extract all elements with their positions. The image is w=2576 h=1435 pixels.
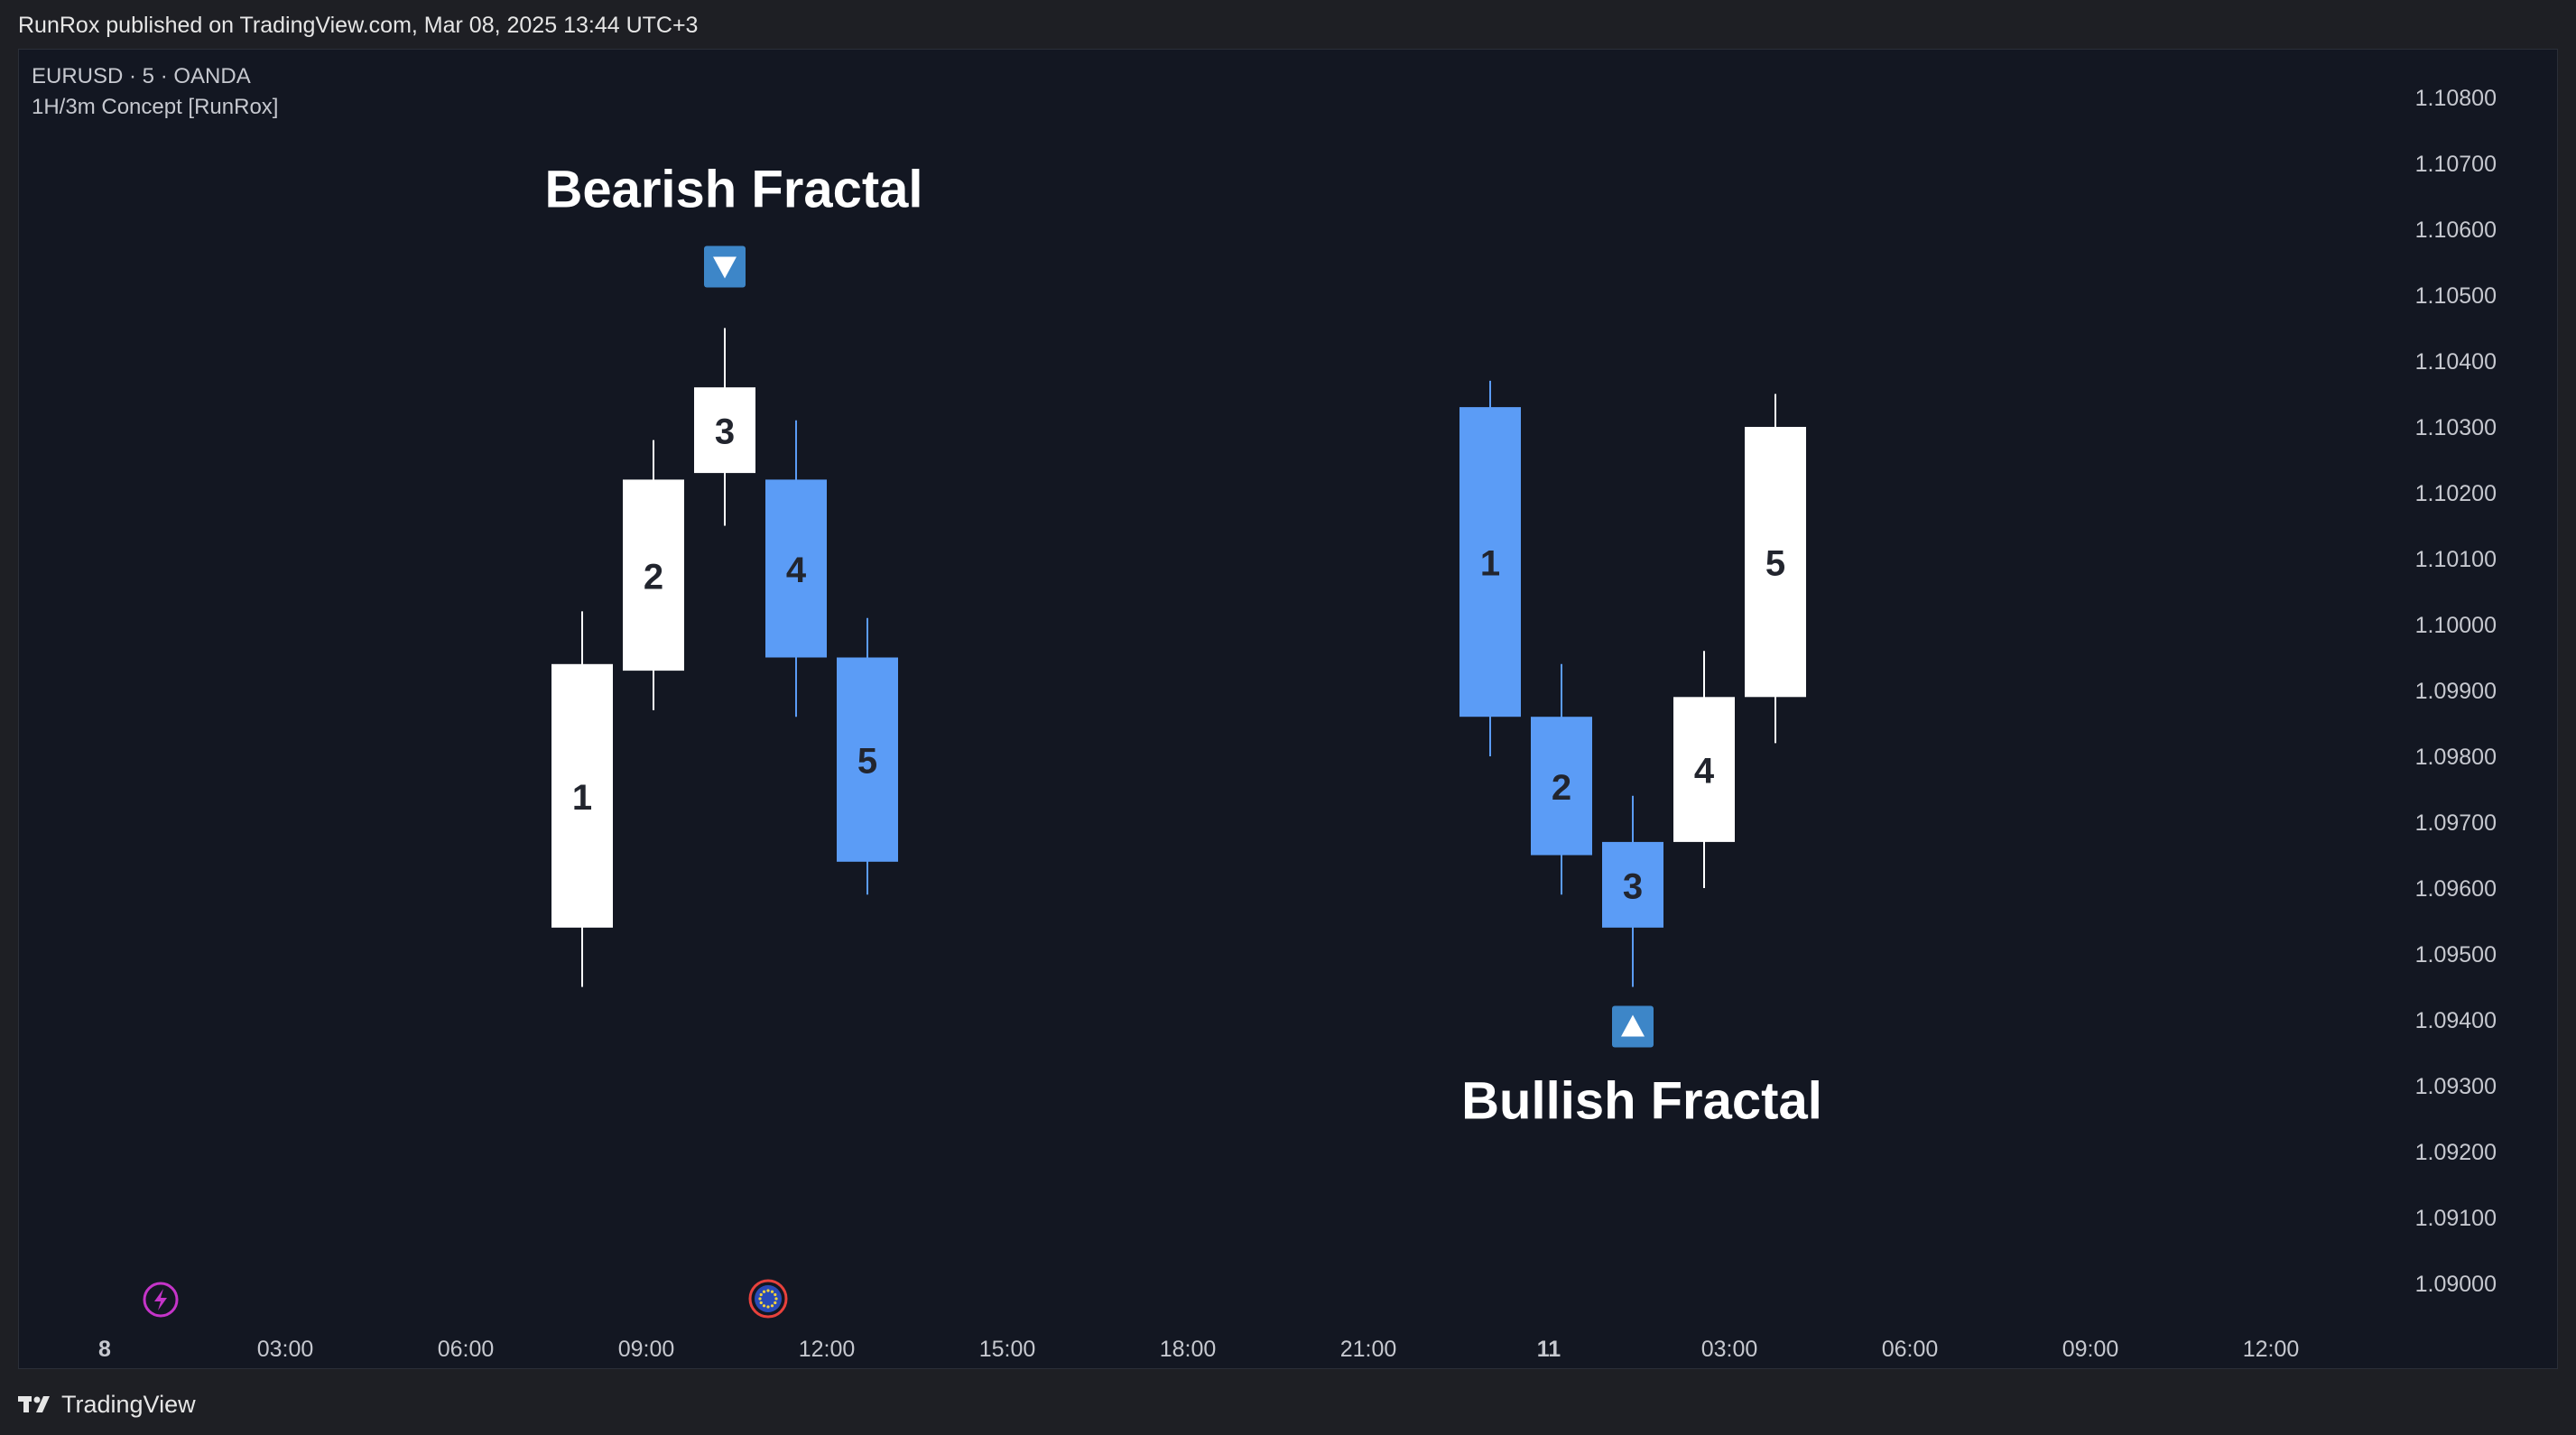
y-tick-label: 1.09800 [2415, 745, 2497, 770]
candle-body [837, 657, 898, 862]
candle-body [623, 479, 684, 671]
y-tick-label: 1.09400 [2415, 1008, 2497, 1033]
eu-flag-star [758, 1297, 762, 1301]
eu-flag-star [762, 1290, 766, 1293]
x-tick-label: 12:00 [799, 1337, 856, 1362]
y-tick-label: 1.10100 [2415, 547, 2497, 572]
x-tick-label: 18:00 [1160, 1337, 1217, 1362]
x-tick-label: 21:00 [1340, 1337, 1397, 1362]
candle-number-label: 2 [1552, 768, 1571, 808]
candle-number-label: 2 [644, 557, 663, 597]
top-bar: RunRox published on TradingView.com, Mar… [0, 0, 2576, 47]
eu-flag-star [762, 1304, 766, 1308]
y-tick-label: 1.09600 [2415, 876, 2497, 902]
eu-flag-star [774, 1301, 777, 1305]
y-tick-label: 1.09700 [2415, 810, 2497, 836]
y-tick-label: 1.09900 [2415, 679, 2497, 704]
candle-body [1745, 427, 1806, 698]
eu-flag-star [770, 1290, 774, 1293]
y-tick-label: 1.09300 [2415, 1074, 2497, 1099]
eu-flag-star [766, 1305, 770, 1309]
tradingview-wordmark: TradingView [61, 1390, 196, 1418]
x-tick-label: 03:00 [257, 1337, 314, 1362]
symbol-legend[interactable]: EURUSD · 5 · OANDA [32, 64, 251, 88]
eu-flag-disc [755, 1285, 782, 1312]
eu-flag-star [759, 1301, 763, 1305]
y-tick-label: 1.09200 [2415, 1140, 2497, 1165]
published-caption: RunRox published on TradingView.com, Mar… [18, 13, 699, 38]
up-arrow-icon [1621, 1014, 1645, 1037]
candle-body [551, 663, 613, 928]
y-tick-label: 1.10700 [2415, 152, 2497, 177]
candle-number-label: 3 [1623, 866, 1643, 906]
eu-flag-star [774, 1292, 777, 1297]
candle-body [1673, 697, 1735, 842]
tradingview-logo-icon [18, 1396, 50, 1412]
candle-body [1602, 841, 1663, 928]
x-tick-label: 15:00 [979, 1337, 1036, 1362]
lightning-icon [143, 1282, 179, 1318]
candle-number-label: 1 [572, 778, 592, 818]
candle-body [1531, 717, 1592, 856]
y-tick-label: 1.09000 [2415, 1272, 2497, 1297]
candle-body [765, 479, 827, 658]
x-tick-label: 12:00 [2243, 1337, 2300, 1362]
eu-flag-star [770, 1304, 774, 1308]
y-tick-label: 1.09500 [2415, 942, 2497, 967]
y-tick-label: 1.10500 [2415, 283, 2497, 309]
indicator-legend[interactable]: 1H/3m Concept [RunRox] [32, 95, 279, 119]
eu-flag-star [774, 1297, 778, 1301]
y-tick-label: 1.10200 [2415, 481, 2497, 506]
y-tick-label: 1.09100 [2415, 1206, 2497, 1231]
bullish-fractal-title: Bullish Fractal [1461, 1072, 1822, 1131]
candle-body [694, 387, 755, 474]
candle-number-label: 4 [786, 551, 807, 590]
y-tick-label: 1.10800 [2415, 86, 2497, 111]
candle-number-label: 4 [1694, 752, 1715, 792]
x-tick-label: 09:00 [2062, 1337, 2119, 1362]
chart-pane[interactable] [18, 49, 2558, 1369]
bearish-fractal-title: Bearish Fractal [544, 161, 922, 219]
x-tick-label: 8 [98, 1337, 111, 1362]
candle-body [1459, 407, 1521, 718]
y-tick-label: 1.10300 [2415, 415, 2497, 440]
candle-number-label: 5 [1765, 544, 1785, 584]
x-tick-label: 06:00 [438, 1337, 495, 1362]
x-tick-label: 11 [1537, 1337, 1561, 1362]
x-tick-label: 06:00 [1882, 1337, 1939, 1362]
candle-number-label: 5 [857, 742, 877, 782]
candle-number-label: 3 [715, 412, 735, 452]
y-tick-label: 1.10000 [2415, 613, 2497, 638]
x-tick-label: 09:00 [618, 1337, 675, 1362]
down-arrow-icon [713, 256, 737, 279]
lightning-bolt-icon [154, 1289, 167, 1310]
tradingview-brand[interactable]: TradingView [18, 1390, 196, 1419]
y-tick-label: 1.10600 [2415, 218, 2497, 243]
eu-flag-star [766, 1289, 770, 1292]
y-tick-label: 1.10400 [2415, 349, 2497, 375]
x-tick-label: 03:00 [1701, 1337, 1758, 1362]
eu-flag-star [759, 1292, 763, 1297]
candle-number-label: 1 [1480, 544, 1500, 584]
